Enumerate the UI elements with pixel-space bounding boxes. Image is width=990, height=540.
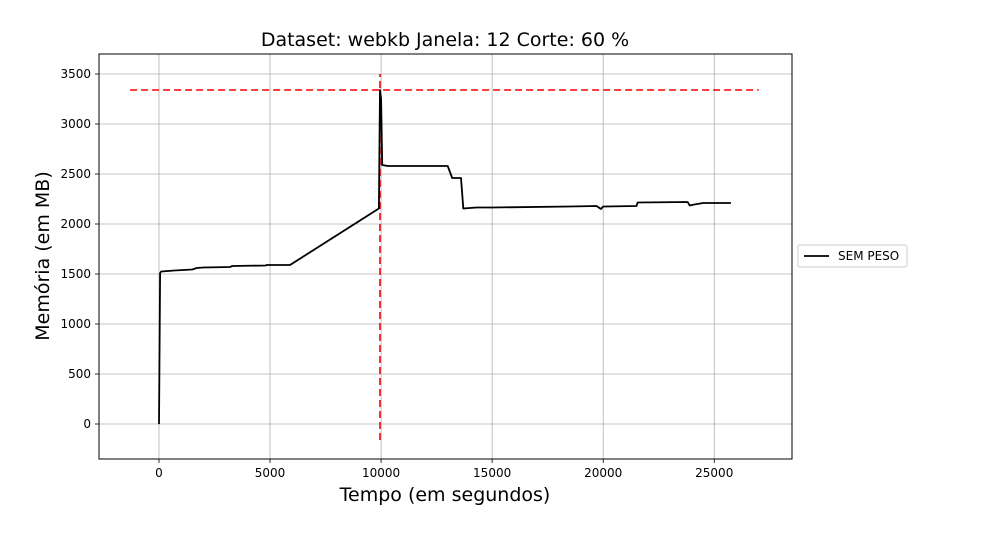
legend-label-sem-peso: SEM PESO bbox=[838, 249, 899, 263]
y-tick-label: 1000 bbox=[60, 317, 91, 331]
y-tick-label: 0 bbox=[83, 417, 91, 431]
x-tick-label: 5000 bbox=[255, 466, 286, 480]
x-tick-label: 20000 bbox=[584, 466, 622, 480]
y-tick-label: 3000 bbox=[60, 117, 91, 131]
chart-title: Dataset: webkb Janela: 12 Corte: 60 % bbox=[261, 29, 629, 51]
y-tick-label: 1500 bbox=[60, 267, 91, 281]
y-tick-label: 3500 bbox=[60, 67, 91, 81]
series-line-sem-peso bbox=[158, 89, 731, 425]
x-tick-label: 25000 bbox=[695, 466, 733, 480]
y-tick-label: 2500 bbox=[60, 167, 91, 181]
y-tick-label: 2000 bbox=[60, 217, 91, 231]
axis-ticks: 0 5000 10000 15000 20000 25000 0 500 1000 1500 200… bbox=[60, 67, 733, 480]
x-tick-label: 10000 bbox=[362, 466, 400, 480]
y-axis-title: Memória (em MB) bbox=[32, 171, 54, 340]
legend: SEM PESO bbox=[797, 244, 908, 268]
reference-lines bbox=[130, 74, 759, 440]
series-layer bbox=[158, 89, 731, 425]
x-tick-label: 15000 bbox=[473, 466, 511, 480]
x-tick-label: 0 bbox=[155, 466, 163, 480]
x-axis-title: Tempo (em segundos) bbox=[339, 484, 551, 506]
plot-area-frame bbox=[98, 53, 793, 460]
y-tick-label: 500 bbox=[68, 367, 91, 381]
legend-box bbox=[797, 244, 908, 268]
